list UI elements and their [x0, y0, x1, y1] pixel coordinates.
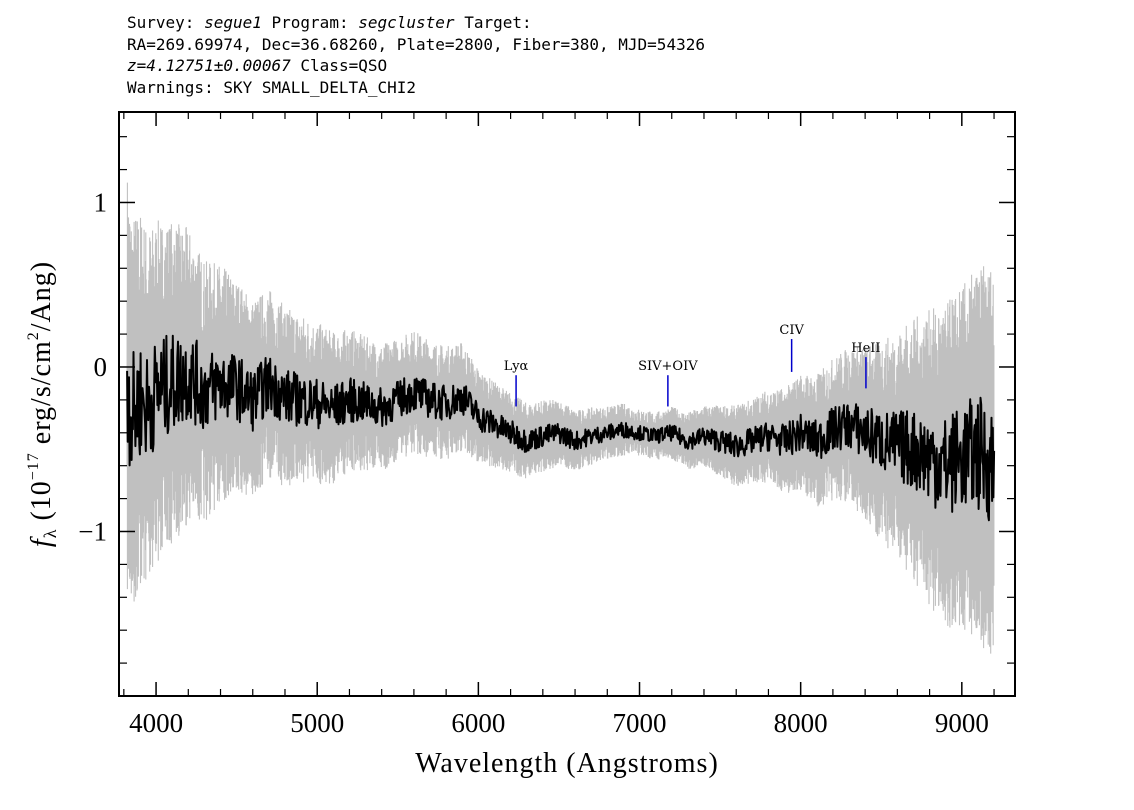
error-band-path: [126, 182, 995, 654]
program-name: segcluster: [358, 13, 455, 32]
line-marker-3: HeII: [851, 341, 881, 389]
line-marker-label: HeII: [851, 341, 880, 356]
survey-name: segue1: [204, 13, 262, 32]
header-line-warnings: Warnings: SKY SMALL_DELTA_CHI2: [127, 77, 416, 97]
plot-frame: [118, 111, 1016, 697]
y-tick-label: 1: [94, 187, 108, 217]
line-annotations: Lyα SIV+OIV CIV HeII: [504, 323, 881, 407]
svg-text:fλ (10−17 erg/s/cm2/Ang): fλ (10−17 erg/s/cm2/Ang): [25, 261, 60, 547]
flux-line: [126, 334, 996, 522]
x-tick-label: 4000: [129, 708, 183, 738]
axis-ticks: 4000 5000 6000 7000 8000 9000 −1 0 1: [78, 112, 1015, 738]
x-tick-label: 5000: [290, 708, 344, 738]
x-tick-label: 6000: [451, 708, 505, 738]
spectrum-header: Survey: segue1 Program: segcluster Targe…: [127, 12, 705, 98]
header-line-coordinates: RA=269.69974, Dec=36.68260, Plate=2800, …: [127, 34, 705, 54]
header-line-survey: Survey: segue1 Program: segcluster Targe…: [127, 13, 532, 32]
object-class: Class=QSO: [300, 56, 388, 75]
line-marker-1: SIV+OIV: [638, 359, 698, 407]
flux-series: [126, 334, 996, 522]
x-tick-label: 8000: [774, 708, 828, 738]
line-marker-0: Lyα: [504, 359, 529, 407]
x-axis-title: Wavelength (Angstroms): [415, 748, 719, 779]
header-line-redshift: z=4.12751±0.00067 Class=QSO: [127, 55, 705, 77]
redshift-value: z=4.12751±0.00067: [127, 56, 291, 75]
error-band: [126, 182, 995, 654]
y-tick-label: −1: [78, 516, 107, 546]
line-marker-label: Lyα: [504, 359, 529, 374]
line-marker-label: CIV: [779, 323, 804, 338]
y-tick-label: 0: [94, 352, 108, 382]
y-axis-title: fλ (10−17 erg/s/cm2/Ang): [25, 261, 60, 547]
x-tick-label: 7000: [613, 708, 667, 738]
x-tick-label: 9000: [935, 708, 989, 738]
line-marker-2: CIV: [779, 323, 804, 372]
line-marker-label: SIV+OIV: [638, 359, 698, 374]
